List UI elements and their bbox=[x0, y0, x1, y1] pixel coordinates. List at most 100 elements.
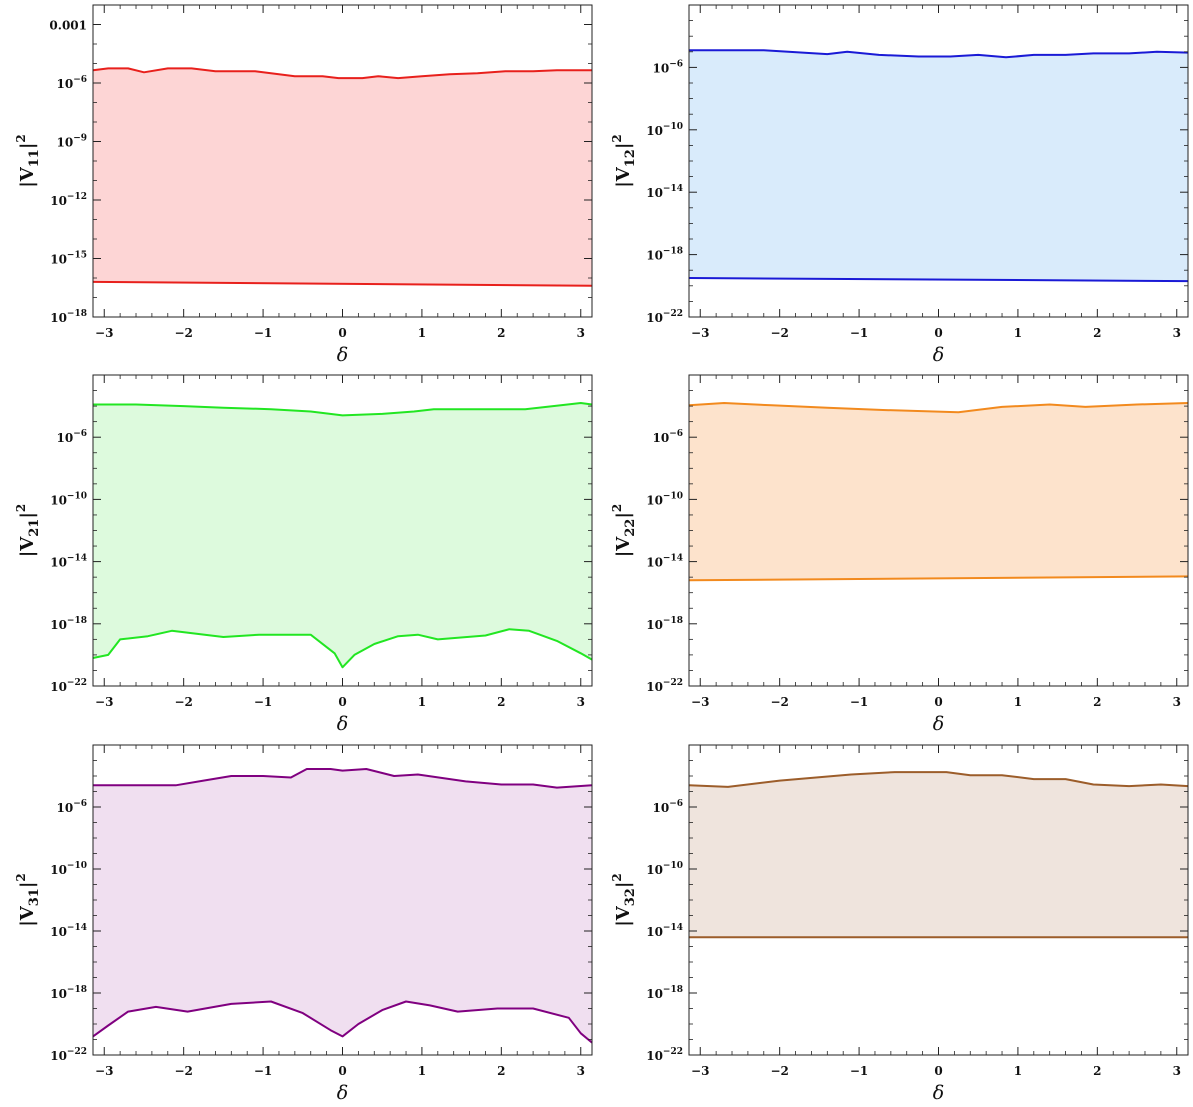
lower-bound-line bbox=[688, 277, 1189, 283]
y-tick-label: 10−14 bbox=[646, 554, 683, 570]
upper-bound-line bbox=[688, 771, 1189, 788]
y-axis-label: |V11|2 bbox=[14, 134, 42, 188]
lower-bound-line bbox=[92, 280, 593, 287]
x-tick-label: 2 bbox=[1093, 695, 1101, 709]
x-tick-label: 0 bbox=[338, 695, 346, 709]
panel-6: −3 −2 −1 0 1 2 3 10−22 10−18 10−14 10−10 10−6 δ |V32|… bbox=[610, 744, 1189, 1104]
x-tick-label: −1 bbox=[850, 1064, 868, 1078]
x-tick-label: 3 bbox=[1173, 1064, 1181, 1078]
y-axis-label: |V22|2 bbox=[610, 504, 638, 558]
y-axis-label: |V12|2 bbox=[610, 134, 638, 188]
x-tick-label: −3 bbox=[691, 695, 709, 709]
y-tick-label: 10−10 bbox=[646, 861, 683, 877]
y-tick-label: 10−6 bbox=[652, 799, 683, 815]
y-axis-label: |V31|2 bbox=[14, 873, 42, 927]
x-tick-label: −2 bbox=[174, 1064, 192, 1078]
y-tick-label: 10−18 bbox=[646, 985, 683, 1001]
x-tick-label: 1 bbox=[1014, 1064, 1022, 1078]
y-tick-label: 10−10 bbox=[646, 491, 683, 507]
x-tick-label: 0 bbox=[934, 1064, 942, 1078]
x-tick-label: 3 bbox=[1173, 695, 1181, 709]
x-tick-label: 2 bbox=[1093, 326, 1101, 340]
x-tick-label: 0 bbox=[934, 695, 942, 709]
x-tick-label: 2 bbox=[497, 326, 505, 340]
x-tick-label: −2 bbox=[174, 695, 192, 709]
upper-bound-line bbox=[92, 67, 592, 80]
x-tick-label: 3 bbox=[1173, 326, 1181, 340]
y-axis-label: |V32|2 bbox=[610, 873, 638, 927]
x-axis-label: δ bbox=[337, 344, 348, 366]
x-tick-label: 0 bbox=[338, 1064, 346, 1078]
x-tick-label: −2 bbox=[770, 1064, 788, 1078]
y-tick-label: 10−10 bbox=[646, 122, 683, 138]
y-tick-label: 10−18 bbox=[50, 616, 87, 632]
x-tick-label: 1 bbox=[1014, 326, 1022, 340]
y-tick-label: 10−22 bbox=[646, 309, 683, 325]
x-axis-label: δ bbox=[933, 1082, 944, 1104]
panel-5: −3 −2 −1 0 1 2 3 10−22 10−18 10−14 10−10 10−6 δ |V31|… bbox=[14, 744, 593, 1104]
allowed-region-fill bbox=[93, 68, 592, 286]
y-tick-label: 10−6 bbox=[652, 429, 683, 445]
y-tick-label: 10−6 bbox=[56, 429, 87, 445]
x-tick-label: −2 bbox=[770, 695, 788, 709]
x-tick-label: 0 bbox=[338, 326, 346, 340]
lower-bound-line bbox=[92, 1000, 593, 1044]
allowed-region-fill bbox=[689, 772, 1188, 938]
x-tick-label: −3 bbox=[95, 326, 113, 340]
allowed-region-fill bbox=[689, 50, 1188, 282]
x-tick-label: 3 bbox=[577, 326, 585, 340]
panel-4: −3 −2 −1 0 1 2 3 10−22 10−18 10−14 10−10 10−6 δ |V22|… bbox=[610, 374, 1189, 735]
x-tick-label: 1 bbox=[418, 326, 426, 340]
x-tick-label: 1 bbox=[418, 1064, 426, 1078]
x-tick-label: −1 bbox=[850, 695, 868, 709]
y-tick-label: 10−18 bbox=[646, 247, 683, 263]
y-tick-label: 10−18 bbox=[50, 309, 87, 325]
lower-bound-line bbox=[688, 575, 1189, 582]
upper-bound-line bbox=[93, 768, 593, 789]
y-tick-label: 10−18 bbox=[50, 985, 87, 1001]
x-tick-label: 2 bbox=[497, 1064, 505, 1078]
y-tick-label: 10−6 bbox=[56, 75, 87, 91]
upper-bound-line bbox=[689, 49, 1189, 59]
x-tick-label: 1 bbox=[418, 695, 426, 709]
y-tick-label: 10−6 bbox=[652, 59, 683, 75]
y-tick-label: 10−22 bbox=[646, 678, 683, 694]
y-tick-label: 10−10 bbox=[50, 491, 87, 507]
x-tick-label: −1 bbox=[850, 326, 868, 340]
y-tick-label: 10−14 bbox=[646, 923, 683, 939]
x-tick-label: −3 bbox=[691, 326, 709, 340]
y-tick-label: 10−10 bbox=[50, 861, 87, 877]
x-tick-label: −3 bbox=[691, 1064, 709, 1078]
x-tick-label: −1 bbox=[254, 695, 272, 709]
x-axis-label: δ bbox=[933, 713, 944, 735]
y-tick-label: 10−22 bbox=[50, 1047, 87, 1063]
y-tick-label: 10−22 bbox=[646, 1047, 683, 1063]
y-tick-label: 10−14 bbox=[50, 923, 87, 939]
x-tick-label: −2 bbox=[174, 326, 192, 340]
y-tick-label: 10−6 bbox=[56, 799, 87, 815]
x-tick-label: −3 bbox=[95, 1064, 113, 1078]
y-tick-label: 10−12 bbox=[50, 192, 87, 208]
y-tick-label: 10−14 bbox=[646, 184, 683, 200]
upper-bound-line bbox=[688, 402, 1189, 414]
y-tick-label: 10−9 bbox=[56, 134, 87, 150]
x-tick-label: 3 bbox=[577, 1064, 585, 1078]
x-axis-label: δ bbox=[337, 713, 348, 735]
allowed-region-fill bbox=[93, 769, 592, 1043]
x-tick-label: 0 bbox=[934, 326, 942, 340]
x-tick-label: −3 bbox=[95, 695, 113, 709]
allowed-region-fill bbox=[93, 403, 592, 668]
x-tick-label: 2 bbox=[1093, 1064, 1101, 1078]
x-tick-label: −1 bbox=[254, 326, 272, 340]
x-axis-label: δ bbox=[337, 1082, 348, 1104]
x-axis-label: δ bbox=[933, 344, 944, 366]
upper-bound-line bbox=[93, 402, 593, 417]
y-tick-label: 0.001 bbox=[49, 19, 87, 33]
y-tick-label: 10−22 bbox=[50, 678, 87, 694]
y-tick-label: 10−18 bbox=[646, 616, 683, 632]
x-tick-label: 2 bbox=[497, 695, 505, 709]
x-tick-label: −1 bbox=[254, 1064, 272, 1078]
y-tick-label: 10−15 bbox=[50, 251, 87, 267]
panel-3: −3 −2 −1 0 1 2 3 10−22 10−18 10−14 10−10 10−6 δ |V21|… bbox=[14, 374, 593, 735]
x-tick-label: −2 bbox=[770, 326, 788, 340]
